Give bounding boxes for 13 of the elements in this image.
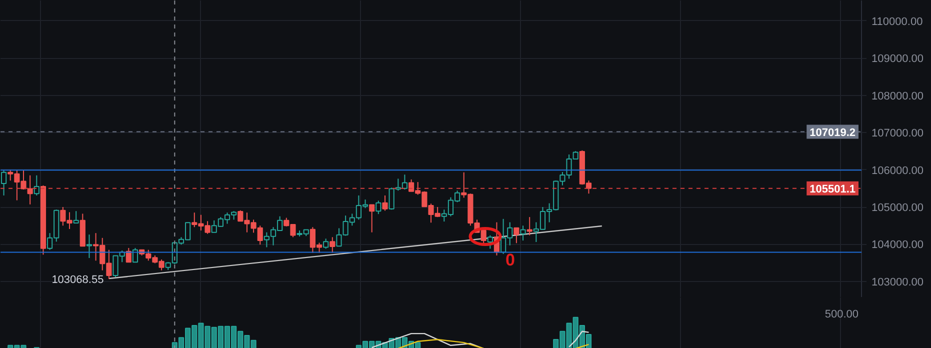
y-tick-label: 109000.00 bbox=[872, 53, 924, 66]
y-tick-label: 107000.00 bbox=[872, 128, 924, 140]
y-tick-label: 105000.00 bbox=[872, 202, 924, 214]
y-tick-label: 104000.00 bbox=[872, 239, 924, 252]
y-tick-label: 110000.00 bbox=[872, 16, 923, 28]
ref-line-label: 105501.1 bbox=[810, 183, 856, 196]
y-tick-label: 108000.00 bbox=[872, 90, 924, 102]
y-tick-label: 106000.00 bbox=[872, 164, 924, 177]
annotation: 0 bbox=[505, 250, 515, 270]
y-tick-label: 103000.00 bbox=[872, 276, 924, 288]
annotation: 103068.55 bbox=[52, 274, 104, 286]
annotation: 500.00 bbox=[824, 308, 859, 320]
ref-line-label: 107019.2 bbox=[810, 126, 856, 139]
